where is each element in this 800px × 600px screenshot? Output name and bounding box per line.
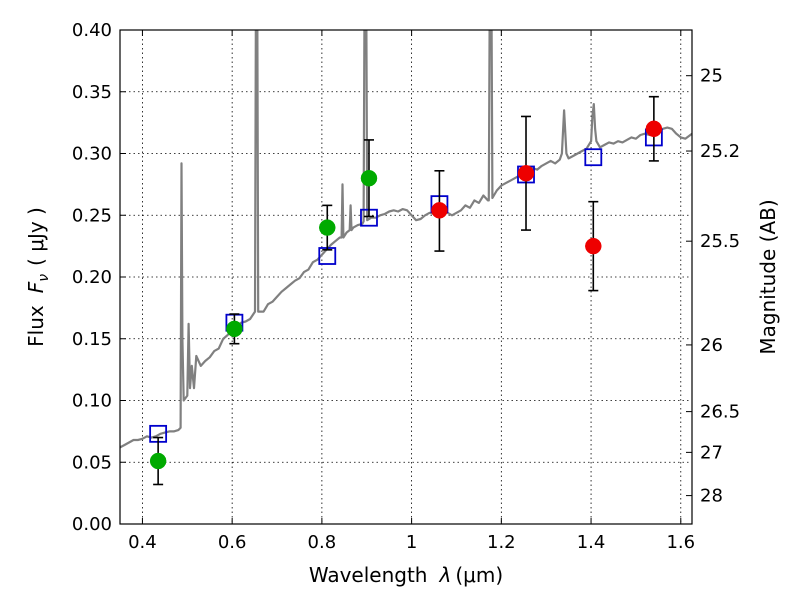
- x-tick-label: 1.4: [577, 532, 606, 553]
- green-detection-point: [319, 219, 336, 236]
- plot-frame: [119, 29, 693, 525]
- tick-labels: 0.4 0.6 0.8 1 1.2 1.4 1.6 0.00 0.05 0.10 0.15 0.20 0…: [72, 20, 740, 553]
- y-tick-label: 0.40: [72, 20, 112, 41]
- green-detection-point: [149, 452, 167, 470]
- y2-tick-label: 25: [700, 66, 723, 87]
- y2-tick-label: 26: [700, 335, 723, 356]
- x-axis-title: Wavelength λ (μm): [309, 563, 503, 587]
- model-photometry-square: [584, 148, 603, 167]
- y2-tick-label: 25.5: [700, 231, 740, 252]
- y-tick-label: 0.20: [72, 267, 112, 288]
- x-tick-label: 1.2: [487, 532, 516, 553]
- x-tick-label: 0.8: [308, 532, 337, 553]
- y2-tick-label: 25.2: [700, 141, 740, 162]
- y-tick-label: 0.30: [72, 144, 112, 165]
- model-sed-layer: [120, 30, 692, 449]
- red-detection-point: [645, 120, 663, 138]
- red-detection-point: [585, 237, 602, 255]
- y-tick-label: 0.05: [72, 452, 112, 473]
- x-tick-label: 1.6: [666, 532, 695, 553]
- marker-layer: [149, 95, 663, 486]
- y2-tick-label: 27: [700, 442, 723, 463]
- model-sed-line: [120, 30, 692, 449]
- red-detection-point: [517, 165, 535, 182]
- ticks: [120, 29, 692, 525]
- x-tick-label: 1: [406, 532, 417, 553]
- y2-tick-label: 28: [700, 486, 723, 507]
- green-detection-point: [226, 320, 243, 338]
- y2-tick-label: 26.5: [700, 402, 740, 423]
- red-detection-point: [431, 202, 448, 219]
- y-tick-label: 0.15: [72, 329, 112, 350]
- green-detection-point: [360, 169, 378, 187]
- y2-axis-title: Magnitude (AB): [756, 199, 780, 354]
- y-tick-label: 0.00: [72, 514, 112, 535]
- x-tick-label: 0.6: [218, 532, 247, 553]
- y-tick-label: 0.35: [72, 82, 112, 103]
- x-tick-label: 0.4: [128, 532, 157, 553]
- y-tick-label: 0.10: [72, 391, 112, 412]
- y-tick-label: 0.25: [72, 205, 112, 226]
- y-axis-title: FluxFν( μJy ): [24, 207, 52, 347]
- gridlines: [120, 30, 692, 524]
